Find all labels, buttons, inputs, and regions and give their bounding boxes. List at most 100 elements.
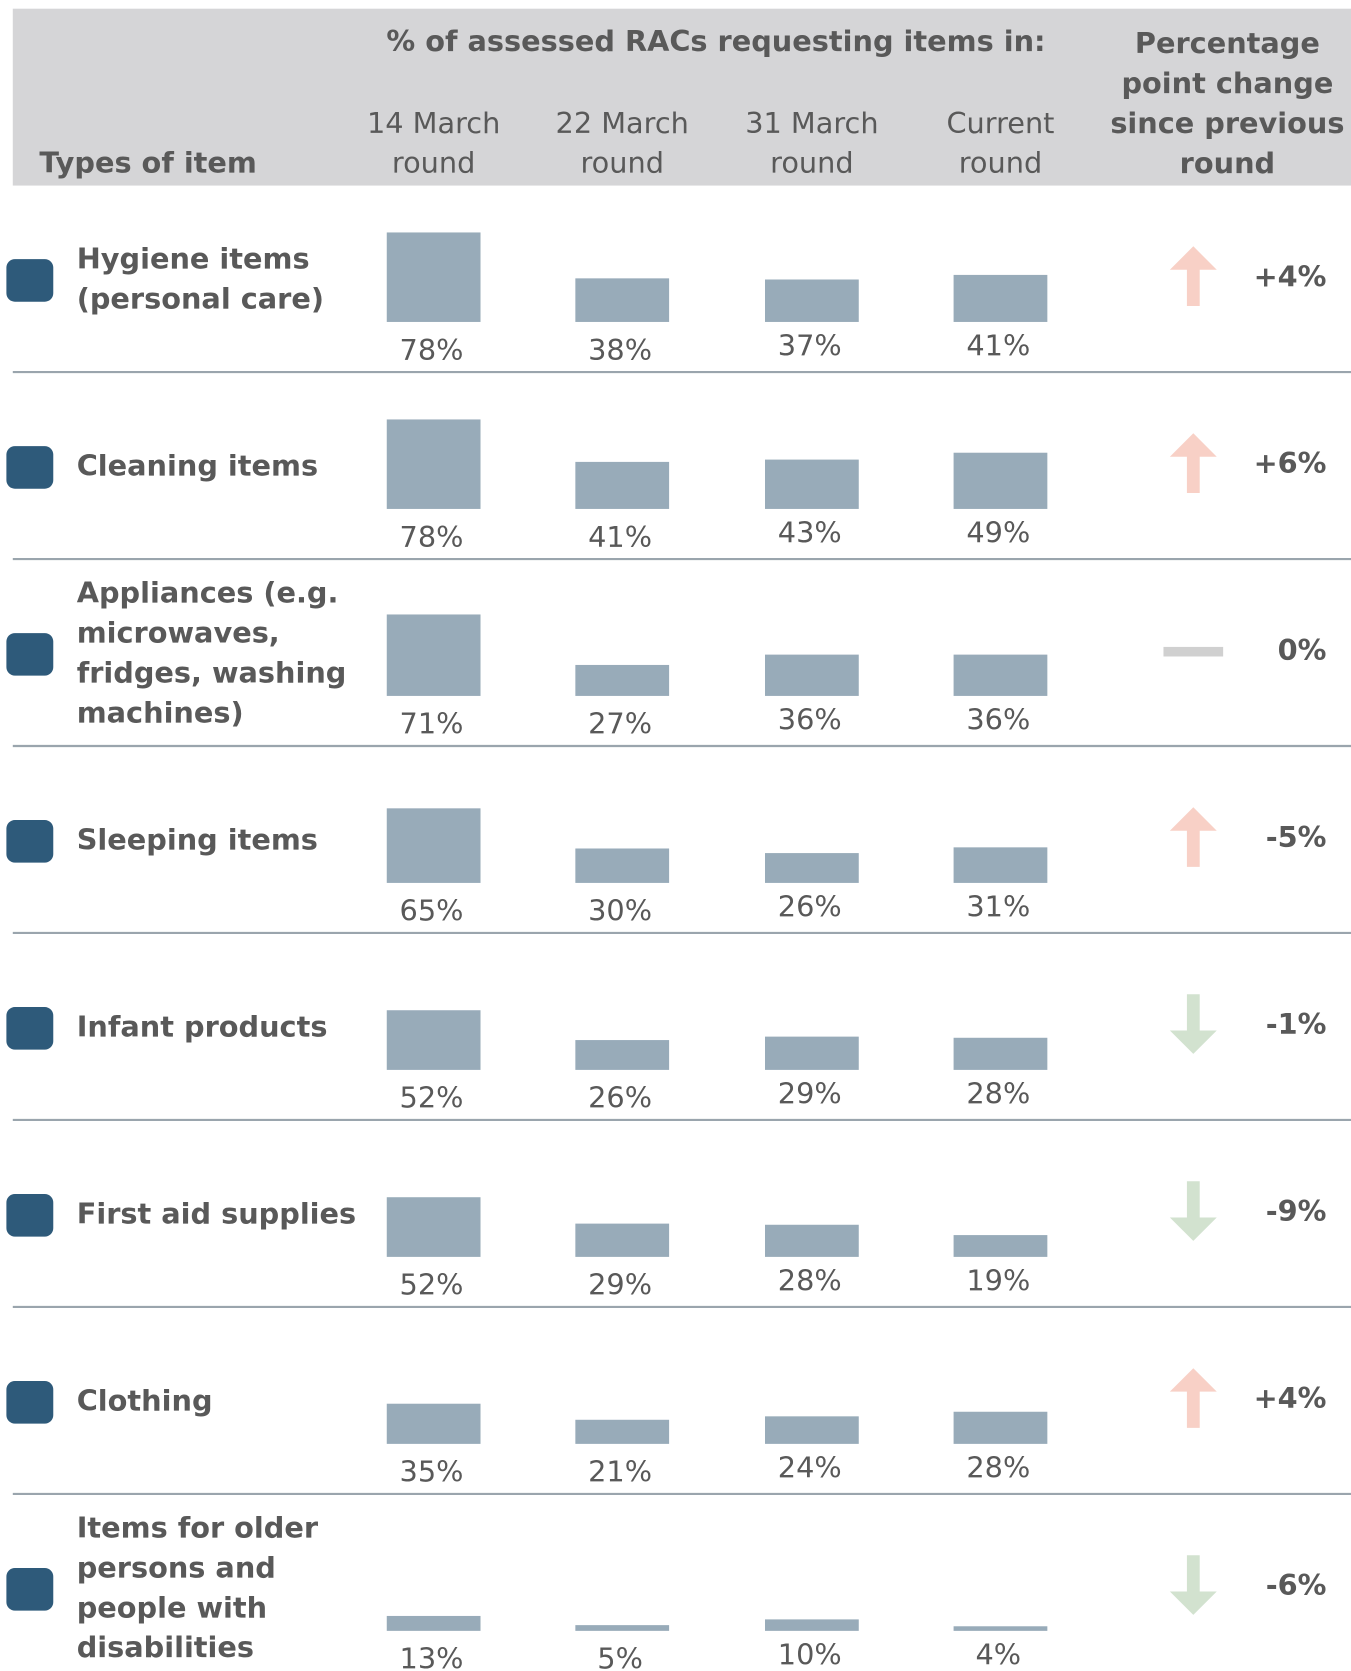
round-header: 31 March (745, 106, 878, 140)
trend-arrow (1169, 1181, 1217, 1241)
value-label: 38% (588, 333, 652, 367)
bar (386, 1010, 481, 1070)
round-header: round (959, 145, 1042, 179)
value-label: 35% (400, 1455, 464, 1489)
round-header: Current (946, 106, 1054, 140)
value-label: 28% (966, 1076, 1030, 1110)
value-label: 41% (966, 329, 1030, 363)
value-label: 28% (966, 1450, 1030, 1484)
item-label: Cleaning items (77, 448, 318, 482)
icon (6, 1568, 54, 1611)
bar (764, 1416, 859, 1444)
bar (953, 654, 1048, 696)
value-label: 52% (400, 1268, 464, 1302)
value-label: 78% (400, 520, 464, 554)
item-label: fridges, washing (77, 655, 347, 689)
value-label: 43% (778, 516, 842, 550)
bar (386, 1197, 481, 1257)
bar (386, 419, 481, 509)
bar (575, 848, 670, 883)
change-label: -6% (1266, 1568, 1327, 1602)
bar (386, 808, 481, 883)
trend-arrow (1169, 1368, 1217, 1428)
item-label: people with (77, 1590, 267, 1624)
value-label: 26% (778, 889, 842, 923)
change-header: Percentage (1135, 26, 1320, 60)
bar (764, 853, 859, 883)
bar (953, 274, 1048, 322)
value-label: 26% (588, 1081, 652, 1115)
value-label: 41% (588, 520, 652, 554)
bar (953, 452, 1048, 509)
item-label: machines) (77, 695, 244, 729)
bar (764, 1036, 859, 1070)
bar (386, 1403, 481, 1444)
icon (6, 259, 54, 302)
bar (953, 1235, 1048, 1257)
change-label: +6% (1254, 446, 1327, 480)
header-title: % of assessed RACs requesting items in: (386, 24, 1045, 58)
value-label: 19% (966, 1263, 1030, 1297)
trend-arrow (1169, 807, 1217, 867)
item-label: microwaves, (77, 615, 280, 649)
item-label: Hygiene items (77, 241, 310, 275)
item-label: First aid supplies (77, 1196, 356, 1230)
icon (6, 1194, 54, 1237)
item-label: Items for older (77, 1510, 319, 1544)
bar (575, 1625, 670, 1631)
bar (386, 614, 481, 696)
bar (575, 1040, 670, 1070)
bar (575, 664, 670, 696)
value-label: 28% (778, 1263, 842, 1297)
value-label: 13% (400, 1642, 464, 1671)
change-label: 0% (1278, 633, 1327, 667)
bar (764, 1224, 859, 1257)
trend-arrow (1169, 433, 1217, 493)
item-label: (personal care) (77, 281, 324, 315)
trend-arrow (1169, 994, 1217, 1054)
item-label: Infant products (77, 1009, 328, 1043)
round-header: 22 March (556, 106, 689, 140)
value-label: 29% (778, 1076, 842, 1110)
icon (6, 820, 54, 863)
change-header: point change (1121, 66, 1333, 100)
bar (575, 461, 670, 509)
value-label: 52% (400, 1081, 464, 1115)
icon (6, 446, 54, 489)
round-header: round (770, 145, 853, 179)
type-column-header: Types of item (39, 145, 256, 179)
header-band (12, 8, 1351, 186)
value-label: 37% (778, 329, 842, 363)
value-label: 30% (588, 894, 652, 928)
value-label: 24% (778, 1450, 842, 1484)
bar (953, 1037, 1048, 1070)
value-label: 71% (400, 707, 464, 741)
icon (6, 1007, 54, 1050)
change-label: +4% (1254, 1381, 1327, 1415)
change-header: round (1180, 146, 1275, 180)
value-label: 29% (588, 1268, 652, 1302)
icon (6, 633, 54, 676)
value-label: 36% (966, 702, 1030, 736)
change-label: -9% (1266, 1194, 1327, 1228)
change-header: since previous (1110, 106, 1344, 140)
bar (386, 232, 481, 322)
change-label: +4% (1254, 259, 1327, 293)
item-label: Appliances (e.g. (77, 575, 339, 609)
value-label: 5% (597, 1642, 643, 1671)
item-label: persons and (77, 1550, 276, 1584)
bar (386, 1615, 481, 1631)
round-header: 14 March (367, 106, 500, 140)
trend-arrow (1169, 246, 1217, 306)
bar (953, 1626, 1048, 1631)
value-label: 49% (966, 516, 1030, 550)
item-label: disabilities (77, 1630, 254, 1664)
item-label: Clothing (77, 1383, 213, 1417)
icon (6, 1381, 54, 1424)
bar (575, 278, 670, 322)
bar (953, 847, 1048, 883)
trend-flat (1163, 646, 1224, 657)
value-label: 65% (400, 894, 464, 928)
item-label: Sleeping items (77, 822, 318, 856)
